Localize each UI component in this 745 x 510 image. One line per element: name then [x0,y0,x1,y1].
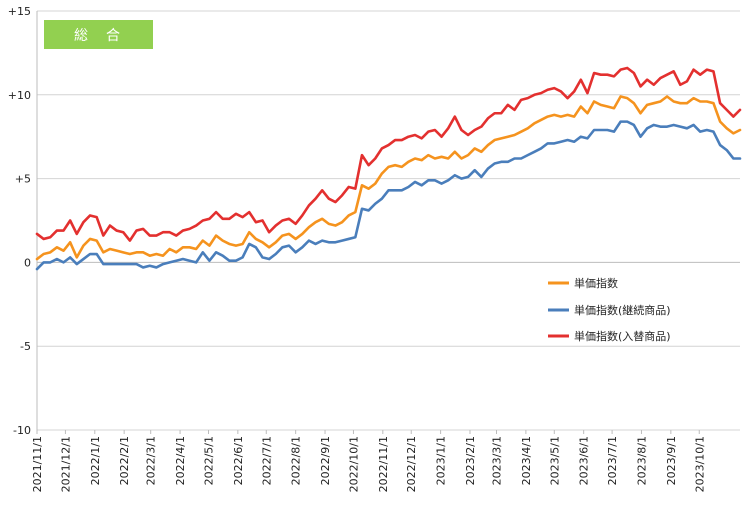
x-tick-label: 2021/11/1 [31,436,44,492]
grid-lines [37,10,740,431]
x-tick-label: 2023/2/1 [464,436,477,485]
x-tick-label: 2022/7/1 [260,436,273,485]
y-tick-label: +10 [8,89,31,102]
x-tick-label: 2022/1/1 [89,436,102,485]
series-line-1 [35,120,742,271]
x-tick-label: 2023/10/1 [693,436,706,492]
chart-badge: 総 合 [44,20,153,49]
x-tick-label: 2022/12/1 [405,436,418,492]
x-tick-label: 2023/6/1 [578,436,591,485]
x-tick-label: 2023/1/1 [435,436,448,485]
x-tick-label: 2022/9/1 [319,436,332,485]
chart-badge-box [44,20,153,49]
x-tick-label: 2022/10/1 [347,436,360,492]
x-tick-label: 2023/3/1 [491,436,504,485]
y-tick-label: -5 [20,340,31,353]
x-tick-label: 2023/8/1 [635,436,648,485]
x-tick-label: 2023/9/1 [665,436,678,485]
series-line-0 [35,95,742,261]
x-tick-label: 2022/3/1 [145,436,158,485]
y-tick-label: 0 [24,256,31,269]
legend-label-2: 単価指数(入替商品) [574,329,671,343]
x-tick-label: 2023/5/1 [548,436,561,485]
x-tick-label: 2022/2/1 [118,436,131,485]
y-tick-label: -10 [13,424,31,437]
legend-label-1: 単価指数(継続商品) [574,303,671,317]
x-axis: 2021/11/1 2021/12/1 2022/1/1 2022/2/1 2022/3… [31,430,706,492]
series-line-2 [35,66,742,242]
x-tick-label: 2021/12/1 [59,436,72,492]
y-tick-label: +5 [15,173,31,186]
x-tick-label: 2022/5/1 [202,436,215,485]
y-tick-label: +15 [8,5,31,18]
x-tick-label: 2022/4/1 [174,436,187,485]
x-tick-label: 2023/7/1 [606,436,619,485]
series-lines [35,66,742,271]
x-tick-label: 2022/11/1 [377,436,390,492]
x-tick-label: 2022/8/1 [290,436,303,485]
x-tick-label: 2023/4/1 [520,436,533,485]
legend-label-0: 単価指数 [574,276,618,290]
y-axis: +15 +10 +5 0 -5 -10 [8,5,38,437]
x-tick-label: 2022/6/1 [232,436,245,485]
chart-badge-label: 総 合 [74,28,122,44]
